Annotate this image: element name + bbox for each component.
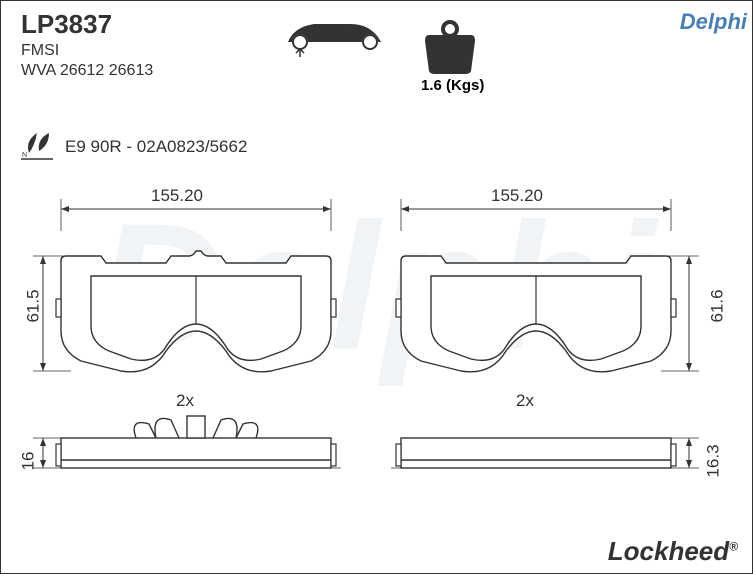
brand-delphi: Delphi [680,9,747,35]
wva-codes: WVA 26612 26613 [21,62,153,80]
dim-width-right: 155.20 [491,186,543,206]
dim-thickness-left: 16 [18,452,38,471]
technical-drawing: 155.20 155.20 61.5 61.6 2x 2x 16 16.3 [21,186,732,506]
qty-right: 2x [516,391,534,411]
header-block: LP3837 FMSI WVA 26612 26613 [21,9,153,80]
dim-height-right: 61.6 [708,289,728,322]
drawing-svg [21,186,734,506]
certification-code: E9 90R - 02A0823/5662 [65,137,247,157]
dim-thickness-right: 16.3 [704,444,724,477]
weight-block: 1.6 (Kgs) [421,19,484,94]
certification-block: N E9 90R - 02A0823/5662 [19,129,247,165]
car-front-axle-icon [266,9,386,59]
svg-text:N: N [22,152,27,159]
kettlebell-icon [421,19,479,75]
dim-height-left: 61.5 [24,289,44,322]
part-number: LP3837 [21,9,153,40]
weight-label: 1.6 (Kgs) [421,77,484,94]
eco-leaf-icon: N [19,129,55,165]
qty-left: 2x [176,391,194,411]
brand-lockheed: Lockheed® [608,536,738,567]
fmsi-label: FMSI [21,42,153,60]
dim-width-left: 155.20 [151,186,203,206]
